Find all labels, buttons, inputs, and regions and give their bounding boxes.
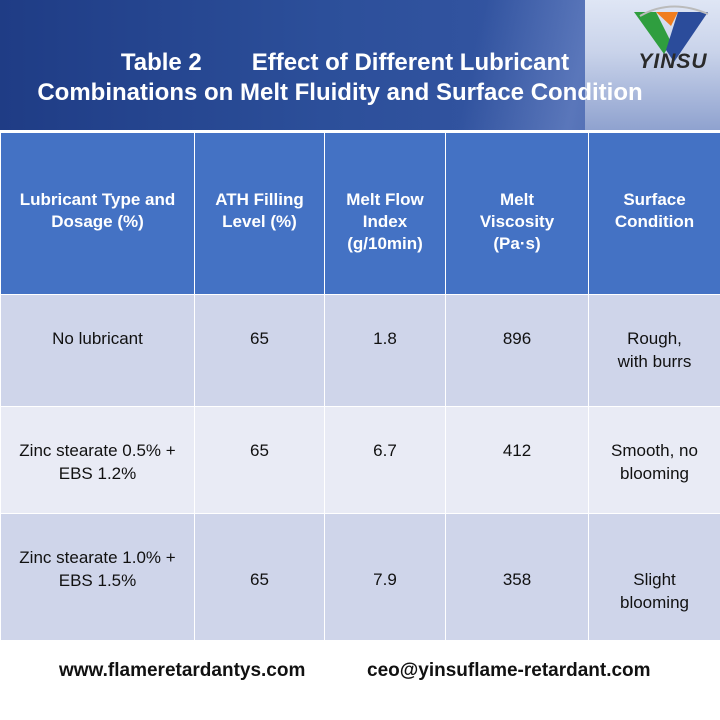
table-header-row: Lubricant Type and Dosage (%) ATH Fillin…: [0, 132, 720, 295]
cell-lubricant: Zinc stearate 0.5% + EBS 1.2%: [0, 406, 195, 514]
email-link[interactable]: ceo@yinsuflame-retardant.com: [367, 660, 651, 681]
cell-ath-level: 65: [194, 513, 325, 641]
table-row: No lubricant 65 1.8 896 Rough, with burr…: [0, 294, 720, 407]
title-line-2: Combinations on Melt Fluidity and Surfac…: [37, 79, 643, 106]
lubricant-table: Lubricant Type and Dosage (%) ATH Fillin…: [0, 132, 720, 641]
cell-melt-flow: 1.8: [324, 294, 446, 407]
website-link[interactable]: www.flameretardantys.com: [59, 660, 306, 681]
page-title: Table 2 Effect of Different Lubricant Com…: [0, 48, 680, 108]
cell-lubricant: Zinc stearate 1.0% + EBS 1.5%: [0, 513, 195, 641]
cell-viscosity: 412: [445, 406, 589, 514]
table-number: Table 2: [120, 49, 202, 76]
cell-viscosity: 358: [445, 513, 589, 641]
header-lubricant-type: Lubricant Type and Dosage (%): [0, 132, 195, 295]
cell-melt-flow: 7.9: [324, 513, 446, 641]
cell-surface: Slight blooming: [588, 513, 720, 641]
table-row: Zinc stearate 0.5% + EBS 1.2% 65 6.7 412…: [0, 406, 720, 514]
yinsu-logo-icon: [634, 5, 709, 62]
cell-melt-flow: 6.7: [324, 406, 446, 514]
cell-surface: Rough, with burrs: [588, 294, 720, 407]
footer: www.flameretardantys.com ceo@yinsuflame-…: [0, 660, 720, 690]
cell-ath-level: 65: [194, 406, 325, 514]
header-melt-flow-index: Melt Flow Index (g/10min): [324, 132, 446, 295]
logo-text: YINSU: [638, 50, 708, 73]
cell-ath-level: 65: [194, 294, 325, 407]
cell-surface: Smooth, no blooming: [588, 406, 720, 514]
title-line-1: Effect of Different Lubricant: [251, 49, 570, 76]
cell-lubricant: No lubricant: [0, 294, 195, 407]
header-melt-viscosity: Melt Viscosity (Pa·s): [445, 132, 589, 295]
header-ath-filling-level: ATH Filling Level (%): [194, 132, 325, 295]
cell-viscosity: 896: [445, 294, 589, 407]
header-surface-condition: Surface Condition: [588, 132, 720, 295]
table-row: Zinc stearate 1.0% + EBS 1.5% 65 7.9 358…: [0, 513, 720, 641]
